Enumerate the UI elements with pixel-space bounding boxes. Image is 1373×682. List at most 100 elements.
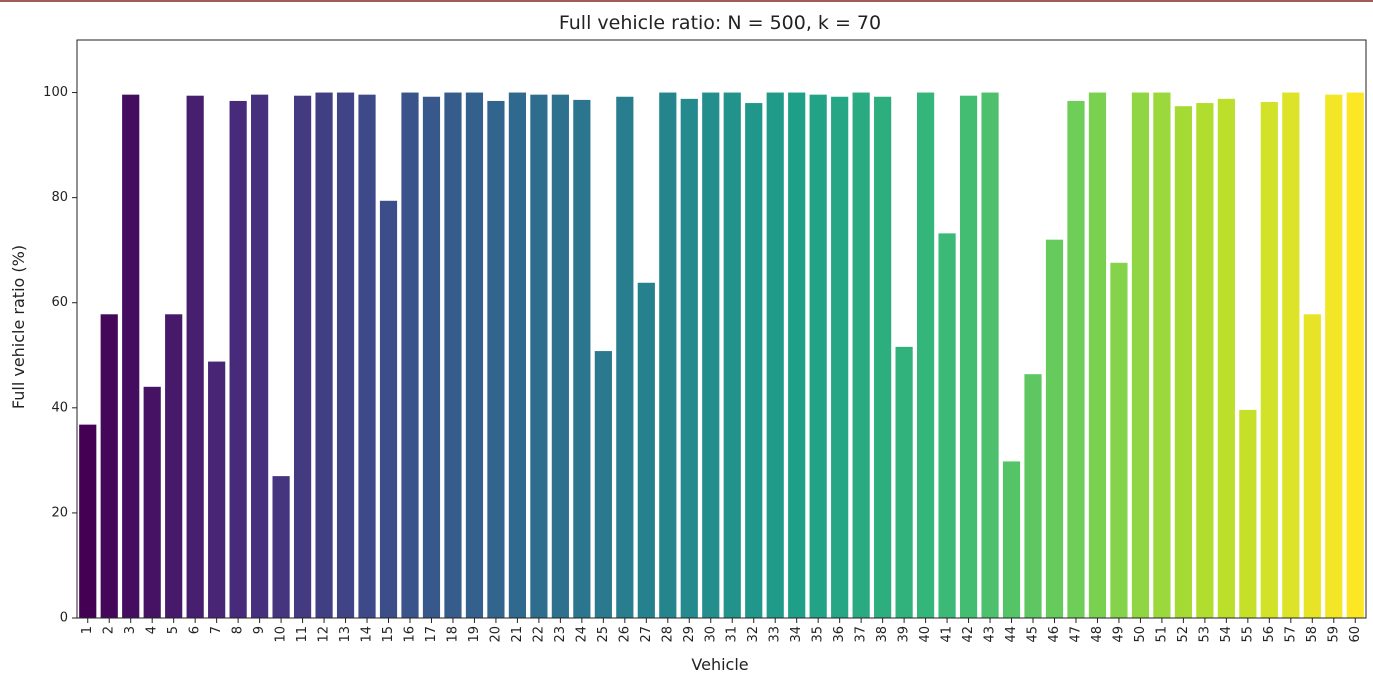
bar-vehicle-32 bbox=[745, 103, 763, 619]
x-tick-label: 42 bbox=[961, 626, 976, 643]
bar-vehicle-43 bbox=[981, 92, 999, 619]
bar-vehicle-6 bbox=[186, 95, 204, 618]
x-tick-label: 52 bbox=[1176, 626, 1191, 643]
bar-vehicle-15 bbox=[379, 200, 398, 619]
x-tick-label: 16 bbox=[402, 626, 417, 643]
bar-vehicle-11 bbox=[293, 95, 312, 618]
x-tick-label: 2 bbox=[102, 626, 117, 634]
bar-vehicle-9 bbox=[251, 94, 269, 618]
x-tick-label: 58 bbox=[1305, 626, 1320, 643]
x-tick-label: 10 bbox=[274, 626, 289, 643]
bar-vehicle-31 bbox=[723, 92, 741, 619]
bar-vehicle-22 bbox=[530, 94, 548, 618]
x-tick-label: 7 bbox=[209, 626, 224, 634]
y-tick-label: 80 bbox=[51, 190, 68, 205]
bar-vehicle-46 bbox=[1045, 239, 1064, 619]
x-tick-label: 30 bbox=[703, 626, 718, 643]
x-tick-label: 23 bbox=[553, 626, 568, 643]
bar-vehicle-57 bbox=[1282, 92, 1300, 619]
x-tick-label: 55 bbox=[1240, 626, 1255, 643]
bar-vehicle-1 bbox=[79, 424, 97, 618]
bar-vehicle-48 bbox=[1088, 92, 1107, 619]
x-tick-label: 35 bbox=[811, 626, 826, 643]
bar-vehicle-53 bbox=[1196, 103, 1214, 619]
bar-vehicle-8 bbox=[229, 100, 247, 618]
bar-vehicle-42 bbox=[959, 95, 978, 618]
x-tick-label: 50 bbox=[1133, 626, 1148, 643]
bar-vehicle-27 bbox=[637, 282, 655, 618]
bar-vehicle-60 bbox=[1346, 92, 1364, 619]
bar-vehicle-34 bbox=[788, 92, 806, 619]
x-tick-label: 44 bbox=[1004, 626, 1019, 643]
x-tick-label: 41 bbox=[940, 626, 955, 643]
plot-frame bbox=[76, 39, 1367, 619]
x-tick-label: 26 bbox=[617, 626, 632, 643]
x-tick-label: 53 bbox=[1197, 626, 1212, 643]
bar-vehicle-18 bbox=[444, 92, 462, 619]
y-axis-label: Full vehicle ratio (%) bbox=[9, 245, 28, 409]
x-tick-label: 3 bbox=[123, 626, 138, 634]
x-tick-label: 17 bbox=[424, 626, 439, 643]
x-tick-label: 25 bbox=[596, 626, 611, 643]
y-tick-label: 100 bbox=[43, 85, 68, 100]
bar-vehicle-5 bbox=[165, 314, 183, 618]
x-tick-label: 45 bbox=[1026, 626, 1041, 643]
bar-vehicle-17 bbox=[422, 96, 441, 618]
x-tick-label: 1 bbox=[80, 626, 95, 634]
x-tick-label: 38 bbox=[875, 626, 890, 643]
x-tick-label: 29 bbox=[682, 626, 697, 643]
bar-vehicle-51 bbox=[1153, 92, 1171, 619]
bar-vehicle-16 bbox=[401, 92, 419, 619]
bar-vehicle-19 bbox=[465, 92, 484, 619]
bar-vehicle-45 bbox=[1024, 374, 1042, 618]
x-tick-label: 56 bbox=[1262, 626, 1277, 643]
bar-vehicle-10 bbox=[272, 476, 290, 618]
bar-vehicle-24 bbox=[573, 99, 591, 618]
bar-vehicle-2 bbox=[100, 314, 118, 618]
bar-vehicle-12 bbox=[315, 92, 333, 619]
bar-vehicle-41 bbox=[938, 233, 956, 618]
x-tick-label: 8 bbox=[231, 626, 246, 634]
x-tick-label: 24 bbox=[574, 626, 589, 643]
x-tick-label: 43 bbox=[983, 626, 998, 643]
y-tick-label: 20 bbox=[51, 505, 68, 520]
bar-vehicle-54 bbox=[1217, 98, 1235, 619]
x-tick-label: 11 bbox=[295, 626, 310, 643]
bar-vehicle-52 bbox=[1174, 106, 1192, 619]
bar-vehicle-49 bbox=[1110, 262, 1128, 618]
x-tick-label: 49 bbox=[1111, 626, 1126, 643]
y-tick-label: 0 bbox=[60, 611, 68, 626]
x-tick-label: 19 bbox=[467, 626, 482, 643]
x-tick-label: 28 bbox=[660, 626, 675, 643]
x-tick-label: 48 bbox=[1090, 626, 1105, 643]
bar-vehicle-20 bbox=[487, 100, 505, 618]
x-tick-label: 34 bbox=[789, 626, 804, 643]
x-tick-label: 36 bbox=[832, 626, 847, 643]
x-tick-label: 9 bbox=[252, 626, 267, 634]
bar-vehicle-38 bbox=[874, 96, 892, 618]
x-tick-label: 21 bbox=[510, 626, 525, 643]
bar-vehicle-40 bbox=[917, 92, 935, 619]
bar-vehicle-7 bbox=[208, 361, 226, 618]
bar-vehicle-58 bbox=[1303, 314, 1321, 618]
bar-vehicle-4 bbox=[143, 386, 161, 618]
x-tick-label: 33 bbox=[768, 626, 783, 643]
bar-vehicle-26 bbox=[616, 96, 634, 618]
bar-vehicle-44 bbox=[1002, 461, 1021, 618]
x-tick-label: 4 bbox=[145, 626, 160, 634]
bar-vehicle-55 bbox=[1239, 409, 1257, 618]
bar-vehicle-23 bbox=[551, 94, 569, 618]
x-tick-label: 51 bbox=[1154, 626, 1169, 643]
x-tick-label: 39 bbox=[897, 626, 912, 643]
x-tick-label: 37 bbox=[854, 626, 869, 643]
bar-vehicle-37 bbox=[852, 92, 870, 619]
x-tick-label: 27 bbox=[639, 626, 654, 643]
x-tick-label: 40 bbox=[918, 626, 933, 643]
x-tick-label: 59 bbox=[1326, 626, 1341, 643]
x-tick-label: 12 bbox=[317, 626, 332, 643]
x-tick-label: 14 bbox=[360, 626, 375, 643]
bar-vehicle-25 bbox=[594, 351, 612, 618]
y-tick-label: 60 bbox=[51, 295, 68, 310]
